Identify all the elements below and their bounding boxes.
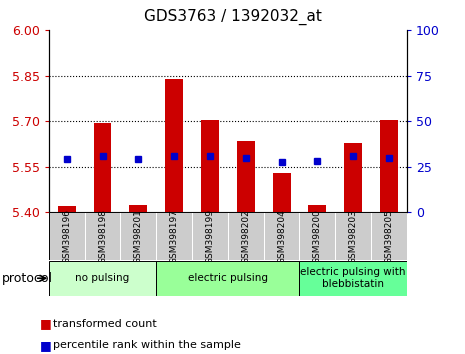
Text: GSM398200: GSM398200 <box>313 209 322 264</box>
Bar <box>93 123 112 212</box>
Bar <box>49 261 156 296</box>
Bar <box>299 212 335 260</box>
Text: GSM398196: GSM398196 <box>62 209 71 264</box>
Text: GSM398203: GSM398203 <box>349 209 358 264</box>
Text: protocol: protocol <box>2 272 53 285</box>
Bar <box>58 206 76 212</box>
Bar <box>129 205 147 212</box>
Text: GSM398197: GSM398197 <box>170 209 179 264</box>
Bar <box>308 205 326 212</box>
Text: no pulsing: no pulsing <box>75 273 130 283</box>
Bar <box>85 212 120 260</box>
Text: GSM398199: GSM398199 <box>206 209 214 264</box>
Text: ■: ■ <box>40 339 51 352</box>
Bar <box>237 141 255 212</box>
Bar <box>156 261 299 296</box>
Text: GSM398201: GSM398201 <box>134 209 143 264</box>
Text: ■: ■ <box>40 318 51 330</box>
Bar <box>120 212 156 260</box>
Bar <box>272 173 291 212</box>
Bar <box>335 212 371 260</box>
Bar <box>264 212 299 260</box>
Text: electric pulsing with
blebbistatin: electric pulsing with blebbistatin <box>300 267 406 289</box>
Bar <box>192 212 228 260</box>
Text: GSM398204: GSM398204 <box>277 209 286 264</box>
Bar <box>380 120 398 212</box>
Text: GSM398202: GSM398202 <box>241 209 250 264</box>
Bar <box>49 212 85 260</box>
Bar <box>165 79 183 212</box>
Bar <box>201 120 219 212</box>
Bar <box>299 261 407 296</box>
Bar <box>344 143 362 212</box>
Text: GSM398205: GSM398205 <box>385 209 393 264</box>
Bar <box>228 212 264 260</box>
Bar <box>156 212 192 260</box>
Text: GDS3763 / 1392032_at: GDS3763 / 1392032_at <box>144 9 321 25</box>
Text: transformed count: transformed count <box>53 319 157 329</box>
Text: percentile rank within the sample: percentile rank within the sample <box>53 340 241 350</box>
Text: GSM398198: GSM398198 <box>98 209 107 264</box>
Bar <box>371 212 407 260</box>
Text: electric pulsing: electric pulsing <box>188 273 268 283</box>
